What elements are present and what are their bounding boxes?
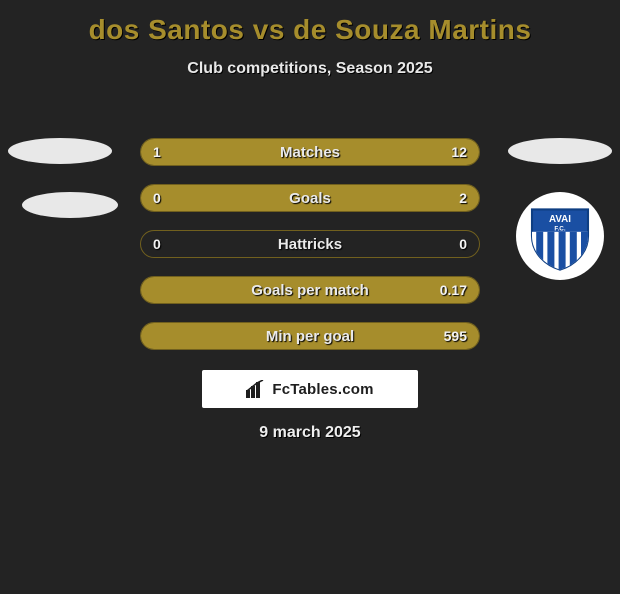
- stat-bar-right: [141, 185, 479, 211]
- stat-row: 0.17Goals per match: [140, 276, 480, 304]
- report-date: 9 march 2025: [0, 424, 620, 442]
- stats-comparison: 112Matches02Goals00Hattricks0.17Goals pe…: [140, 138, 480, 368]
- stat-value-right: 2: [459, 185, 467, 211]
- page-title: dos Santos vs de Souza Martins: [0, 14, 620, 46]
- stat-row: 595Min per goal: [140, 322, 480, 350]
- club-badge-right: AVAI F.C.: [516, 192, 604, 280]
- stat-value-right: 0: [459, 231, 467, 257]
- stat-value-right: 595: [444, 323, 467, 349]
- player-photo-placeholder-right: [508, 138, 612, 164]
- stat-bar-right: [168, 139, 479, 165]
- player-photo-placeholder-left: [8, 138, 112, 164]
- branding-label: FcTables.com: [272, 381, 373, 398]
- club-initials: AVAI: [549, 214, 571, 225]
- club-badge-placeholder-left: [22, 192, 118, 218]
- stat-value-left: 0: [153, 185, 161, 211]
- stat-row: 02Goals: [140, 184, 480, 212]
- stat-row: 112Matches: [140, 138, 480, 166]
- stat-value-left: 0: [153, 231, 161, 257]
- stat-bar-right: [141, 323, 479, 349]
- stat-row: 0 0Hattricks: [140, 230, 480, 258]
- branding-box: FcTables.com: [202, 370, 418, 408]
- stat-label: Hattricks: [141, 231, 479, 257]
- club-sub: F.C.: [554, 225, 565, 232]
- stat-bar-right: [141, 277, 479, 303]
- club-crest-icon: AVAI F.C.: [525, 201, 595, 271]
- stat-value-right: 12: [451, 139, 467, 165]
- page-subtitle: Club competitions, Season 2025: [0, 60, 620, 78]
- stat-value-right: 0.17: [440, 277, 467, 303]
- stat-value-left: 1: [153, 139, 161, 165]
- chart-icon: [246, 380, 266, 398]
